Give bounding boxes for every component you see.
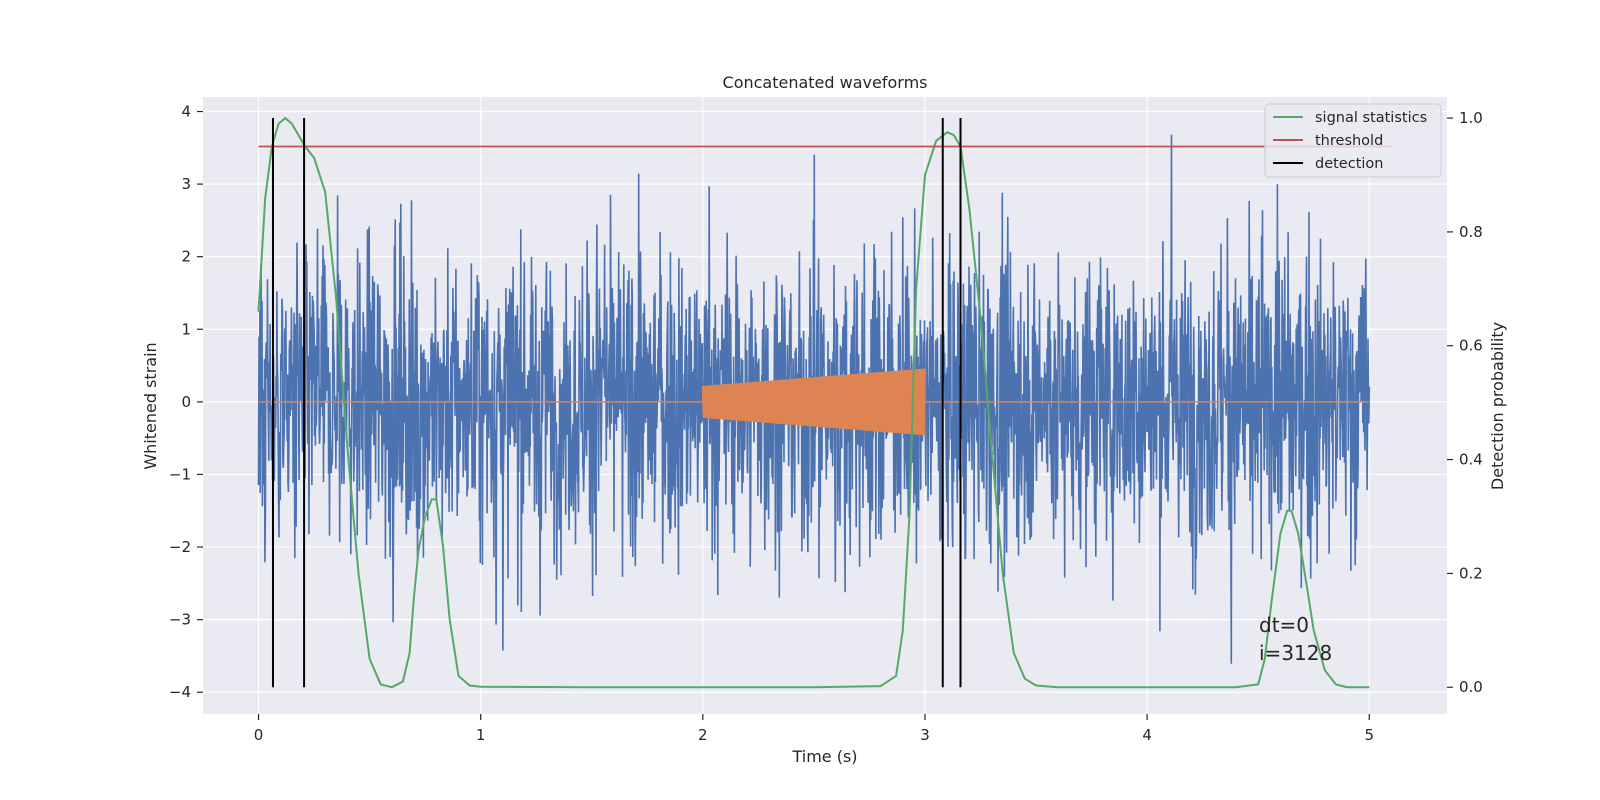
chart-title: Concatenated waveforms [723,73,928,92]
y-tick-label-5: 1 [181,320,191,338]
series-signal-statistics [257,116,1370,689]
legend-label-detection: detection [1315,156,1383,172]
y-tick-label-4: 0 [181,393,191,411]
x-tick-label-5: 5 [1364,726,1374,744]
x-axis-label: Time (s) [791,747,857,766]
axes-layer: 0 1 2 3 4 5 −4 −3 −2 −1 0 1 2 3 4 0.0 0.2 0.4 0.6 0.8 1.0 [169,103,1483,744]
x-tick-label-2: 2 [698,726,708,744]
y-right-axis-label: Detection probability [1488,322,1507,490]
legend-label-signal-statistics: signal statistics [1315,110,1427,126]
annotation-index: i=3128 [1259,641,1332,665]
y-tick-label-1: −3 [169,611,191,629]
series-whitened-strain [257,134,1371,664]
annotation-dt: dt=0 [1259,613,1309,637]
x-tick-label-3: 3 [920,726,930,744]
y-right-tick-label-3: 0.6 [1459,337,1483,355]
y-right-tick-label-1: 0.2 [1459,564,1483,582]
y-tick-label-6: 2 [181,248,191,266]
legend-box [1264,103,1442,178]
series-layer [257,116,1392,689]
y-tick-label-8: 4 [181,103,191,121]
y-right-tick-label-2: 0.4 [1459,451,1483,469]
y-tick-label-7: 3 [181,175,191,193]
y-tick-label-3: −1 [169,465,191,483]
y-right-tick-label-4: 0.8 [1459,223,1483,241]
series-injected-chirp [258,368,1370,436]
legend-label-threshold: threshold [1315,133,1383,149]
y-right-tick-label-5: 1.0 [1459,109,1483,127]
x-tick-label-4: 4 [1142,726,1152,744]
x-tick-label-0: 0 [254,726,264,744]
y-right-tick-label-0: 0.0 [1459,678,1483,696]
y-axis-label: Whitened strain [141,342,160,469]
y-tick-label-0: −4 [169,683,191,701]
x-tick-label-1: 1 [476,726,486,744]
legend: signal statistics threshold detection [1264,103,1442,178]
y-tick-label-2: −2 [169,538,191,556]
